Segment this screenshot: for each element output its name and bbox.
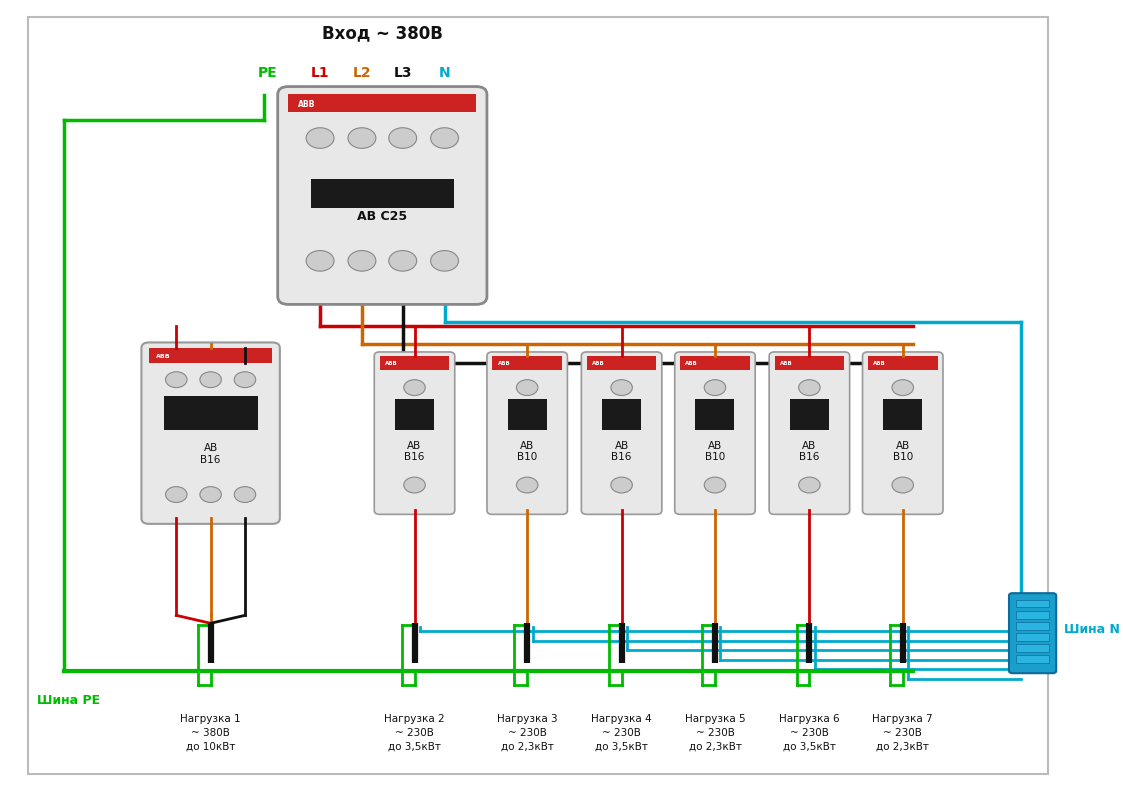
Bar	[695, 399, 734, 430]
Bar	[868, 356, 938, 370]
Bar	[311, 180, 454, 207]
Circle shape	[892, 380, 913, 396]
Bar	[164, 396, 257, 430]
Text: Шина РЕ: Шина РЕ	[37, 693, 101, 707]
Text: Нагрузка 6
~ 230В
до 3,5кВт: Нагрузка 6 ~ 230В до 3,5кВт	[779, 715, 840, 751]
Text: Нагрузка 2
~ 230В
до 3,5кВт: Нагрузка 2 ~ 230В до 3,5кВт	[384, 715, 445, 751]
Text: ABB: ABB	[298, 100, 316, 109]
Text: N: N	[439, 66, 450, 80]
Text: ABB: ABB	[779, 362, 793, 366]
Bar	[1016, 622, 1049, 630]
FancyBboxPatch shape	[141, 343, 280, 524]
FancyBboxPatch shape	[862, 352, 943, 514]
Text: L2: L2	[353, 66, 372, 80]
Circle shape	[165, 372, 188, 388]
Text: Нагрузка 3
~ 230В
до 2,3кВт: Нагрузка 3 ~ 230В до 2,3кВт	[496, 715, 557, 751]
Text: Нагрузка 1
~ 380В
до 10кВт: Нагрузка 1 ~ 380В до 10кВт	[181, 715, 241, 751]
Text: ABB: ABB	[497, 362, 511, 366]
Circle shape	[307, 128, 334, 149]
Circle shape	[404, 477, 426, 493]
Circle shape	[517, 477, 538, 493]
Circle shape	[611, 380, 632, 396]
Bar	[681, 356, 750, 370]
Circle shape	[517, 380, 538, 396]
Text: Шина N: Шина N	[1063, 622, 1120, 636]
FancyBboxPatch shape	[374, 352, 455, 514]
Circle shape	[165, 487, 188, 502]
FancyBboxPatch shape	[769, 352, 850, 514]
Text: АВ
В10: АВ В10	[517, 441, 537, 463]
Bar	[789, 399, 829, 430]
Circle shape	[798, 380, 820, 396]
Bar	[508, 399, 547, 430]
Text: АВ
В10: АВ В10	[705, 441, 725, 463]
Circle shape	[200, 487, 221, 502]
Circle shape	[348, 250, 376, 271]
Text: ABB: ABB	[592, 362, 605, 366]
Text: ABB: ABB	[685, 362, 699, 366]
Circle shape	[430, 250, 458, 271]
Text: АВ
В16: АВ В16	[800, 441, 820, 463]
Text: PE: PE	[257, 66, 277, 80]
Text: АВ
В16: АВ В16	[611, 441, 632, 463]
Circle shape	[430, 128, 458, 149]
Circle shape	[892, 477, 913, 493]
Bar	[775, 356, 844, 370]
Text: АВ
В10: АВ В10	[893, 441, 913, 463]
Bar	[395, 399, 435, 430]
Bar	[883, 399, 922, 430]
Text: ABB: ABB	[385, 362, 398, 366]
Bar	[586, 356, 657, 370]
Bar	[1016, 644, 1049, 652]
Circle shape	[389, 128, 417, 149]
FancyBboxPatch shape	[487, 352, 567, 514]
Circle shape	[704, 477, 725, 493]
Text: Нагрузка 5
~ 230В
до 2,3кВт: Нагрузка 5 ~ 230В до 2,3кВт	[685, 715, 746, 751]
FancyBboxPatch shape	[675, 352, 755, 514]
Bar	[492, 356, 562, 370]
Circle shape	[307, 250, 334, 271]
Circle shape	[235, 487, 256, 502]
Circle shape	[200, 372, 221, 388]
Text: АВ
В16: АВ В16	[404, 441, 424, 463]
Bar	[289, 95, 476, 112]
Circle shape	[389, 250, 417, 271]
Circle shape	[348, 128, 376, 149]
Bar	[602, 399, 641, 430]
FancyBboxPatch shape	[1008, 593, 1057, 673]
Text: L1: L1	[311, 66, 329, 80]
Text: Вход ~ 380В: Вход ~ 380В	[322, 24, 442, 42]
FancyBboxPatch shape	[582, 352, 661, 514]
Text: ABB: ABB	[874, 362, 886, 366]
Bar	[1016, 633, 1049, 641]
Bar	[1016, 611, 1049, 619]
FancyBboxPatch shape	[277, 87, 487, 304]
Bar	[149, 348, 273, 363]
Bar	[1016, 655, 1049, 663]
Circle shape	[798, 477, 820, 493]
Bar	[380, 356, 449, 370]
Bar	[1016, 599, 1049, 607]
Text: ABB: ABB	[156, 355, 171, 359]
Circle shape	[704, 380, 725, 396]
Circle shape	[404, 380, 426, 396]
Circle shape	[611, 477, 632, 493]
Text: АВ
В16: АВ В16	[200, 444, 221, 465]
Text: АВ С25: АВ С25	[357, 210, 408, 223]
Text: Нагрузка 4
~ 230В
до 3,5кВт: Нагрузка 4 ~ 230В до 3,5кВт	[592, 715, 652, 751]
Text: Нагрузка 7
~ 230В
до 2,3кВт: Нагрузка 7 ~ 230В до 2,3кВт	[873, 715, 933, 751]
Text: L3: L3	[393, 66, 412, 80]
Circle shape	[235, 372, 256, 388]
